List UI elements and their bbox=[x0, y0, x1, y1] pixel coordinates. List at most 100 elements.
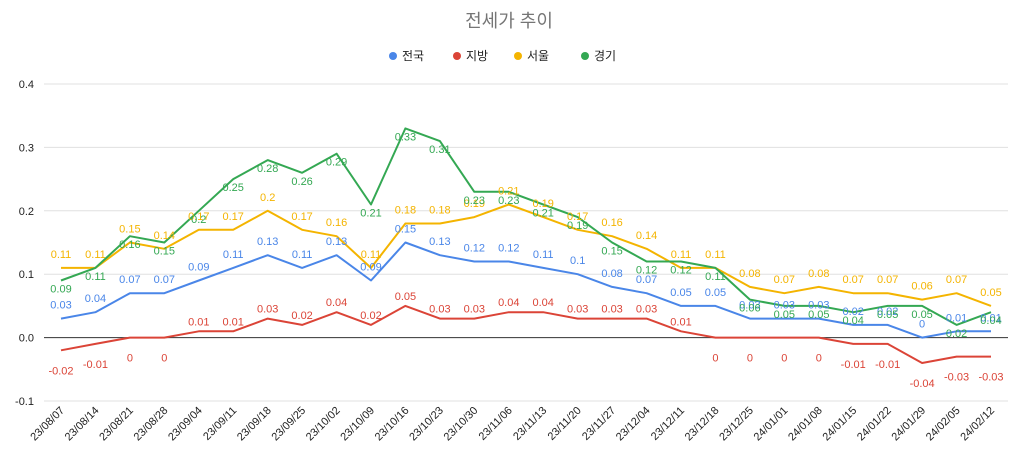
data-label: 0.19 bbox=[464, 198, 485, 210]
data-label: 0.26 bbox=[291, 176, 312, 188]
data-label: 0.05 bbox=[877, 309, 898, 321]
data-label: 0.21 bbox=[360, 207, 381, 219]
data-label: -0.03 bbox=[978, 372, 1003, 384]
data-label: 0.03 bbox=[257, 304, 278, 316]
data-label: 0.29 bbox=[326, 157, 347, 169]
y-tick-label: 0.0 bbox=[19, 333, 34, 345]
data-label: 0 bbox=[161, 353, 167, 365]
data-label: 0.06 bbox=[739, 303, 760, 315]
x-tick-label: 23/09/25 bbox=[269, 405, 308, 444]
data-label: 0.12 bbox=[498, 243, 519, 255]
x-tick-label: 24/01/01 bbox=[752, 405, 791, 444]
data-label: 0.02 bbox=[843, 306, 864, 318]
data-label: 0.23 bbox=[464, 195, 485, 207]
data-label: 0.11 bbox=[705, 271, 726, 283]
data-label: 0.07 bbox=[877, 274, 898, 286]
data-label: 0.03 bbox=[739, 300, 760, 312]
data-label: 0.2 bbox=[191, 214, 206, 226]
data-label: 0.28 bbox=[257, 163, 278, 175]
data-label: 0.25 bbox=[223, 182, 244, 194]
data-label: 0.05 bbox=[911, 309, 932, 321]
legend-item[interactable]: 지방 bbox=[453, 49, 488, 63]
data-label: 0.04 bbox=[843, 315, 864, 327]
data-label: 0.07 bbox=[119, 274, 140, 286]
data-label: 0.11 bbox=[292, 249, 313, 261]
data-label: 0.11 bbox=[361, 249, 382, 261]
data-label: 0.02 bbox=[877, 306, 898, 318]
data-labels: 0.030.040.07 0.070.090.110.130.110.130.09… bbox=[48, 131, 1003, 390]
data-label: 0.11 bbox=[51, 249, 72, 261]
data-label: 0.16 bbox=[119, 239, 140, 251]
data-label: 0.17 bbox=[291, 211, 312, 223]
x-tick-label: 23/11/20 bbox=[546, 405, 584, 443]
data-label: 0.02 bbox=[291, 310, 312, 322]
data-label: -0.01 bbox=[83, 359, 108, 371]
data-label: 0.05 bbox=[670, 287, 691, 299]
data-label: 0 bbox=[712, 353, 718, 365]
series-line bbox=[61, 203, 992, 307]
x-tick-label: 23/12/11 bbox=[649, 405, 687, 443]
chart-title: 전세가 추이 bbox=[465, 11, 553, 31]
data-label: 0.11 bbox=[223, 249, 244, 261]
legend-label: 전국 bbox=[402, 49, 424, 63]
data-label: 0.15 bbox=[395, 224, 416, 236]
data-label: 0.01 bbox=[946, 312, 967, 324]
legend-swatch bbox=[581, 52, 589, 60]
data-label: 0.05 bbox=[705, 287, 726, 299]
series-line bbox=[60, 127, 992, 326]
data-label: 0.17 bbox=[567, 211, 588, 223]
y-tick-label: 0.2 bbox=[19, 206, 34, 218]
data-label: 0.11 bbox=[533, 249, 554, 261]
x-tick-label: 24/01/29 bbox=[889, 405, 928, 444]
data-label: 0.2 bbox=[260, 192, 275, 204]
data-label: 0.01 bbox=[188, 316, 209, 328]
legend-item[interactable]: 전국 bbox=[389, 49, 424, 63]
data-label: 0.03 bbox=[567, 304, 588, 316]
data-label: 0.15 bbox=[601, 246, 622, 258]
data-label: 0.05 bbox=[808, 309, 829, 321]
data-label: 0.05 bbox=[774, 309, 795, 321]
data-label: 0.11 bbox=[85, 271, 106, 283]
x-tick-label: 23/10/16 bbox=[373, 405, 412, 444]
data-label: 0.06 bbox=[911, 281, 932, 293]
data-label: -0.03 bbox=[944, 372, 969, 384]
x-tick-label: 23/12/18 bbox=[683, 405, 722, 444]
x-tick-label: 23/09/04 bbox=[166, 405, 205, 444]
data-label: 0.04 bbox=[326, 297, 347, 309]
legend-label: 서울 bbox=[527, 49, 549, 63]
x-tick-label: 23/11/13 bbox=[511, 405, 549, 443]
data-label: 0.12 bbox=[636, 265, 657, 277]
data-label: 0.1 bbox=[570, 255, 585, 267]
x-tick-label: 23/08/14 bbox=[63, 405, 102, 444]
data-label: 0.07 bbox=[774, 274, 795, 286]
data-label: 0 bbox=[747, 353, 753, 365]
data-label: 0.21 bbox=[498, 185, 519, 197]
data-label: 0.02 bbox=[360, 310, 381, 322]
x-tick-label: 23/08/07 bbox=[28, 405, 67, 444]
x-tick-label: 24/01/08 bbox=[786, 405, 825, 444]
data-label: 0.07 bbox=[843, 274, 864, 286]
data-label: 0 bbox=[781, 353, 787, 365]
y-tick-label: 0.3 bbox=[19, 142, 34, 154]
data-label: 0.07 bbox=[154, 274, 175, 286]
data-label: -0.01 bbox=[841, 359, 866, 371]
data-label: 0.08 bbox=[808, 268, 829, 280]
data-label: 0.17 bbox=[188, 211, 209, 223]
data-label: 0.03 bbox=[636, 304, 657, 316]
legend-item[interactable]: 서울 bbox=[514, 49, 549, 63]
y-axis-ticks: -0.1 0.0 0.1 0.2 0.3 0.4 bbox=[15, 79, 34, 408]
legend-item[interactable]: 경기 bbox=[581, 49, 616, 63]
data-label: 0.31 bbox=[429, 144, 450, 156]
data-label: -0.01 bbox=[875, 359, 900, 371]
gridlines bbox=[44, 83, 1008, 402]
data-label: 0.07 bbox=[636, 274, 657, 286]
x-axis-ticks: 23/08/0723/08/1423/08/2123/08/2823/09/04… bbox=[28, 405, 997, 444]
data-label: 0.11 bbox=[85, 249, 106, 261]
x-tick-label: 23/10/30 bbox=[442, 405, 481, 444]
data-label: -0.04 bbox=[910, 378, 935, 390]
data-label: 0.11 bbox=[705, 249, 726, 261]
data-label: 0.16 bbox=[326, 217, 347, 229]
data-label: 0.08 bbox=[739, 268, 760, 280]
legend-swatch bbox=[389, 52, 397, 60]
